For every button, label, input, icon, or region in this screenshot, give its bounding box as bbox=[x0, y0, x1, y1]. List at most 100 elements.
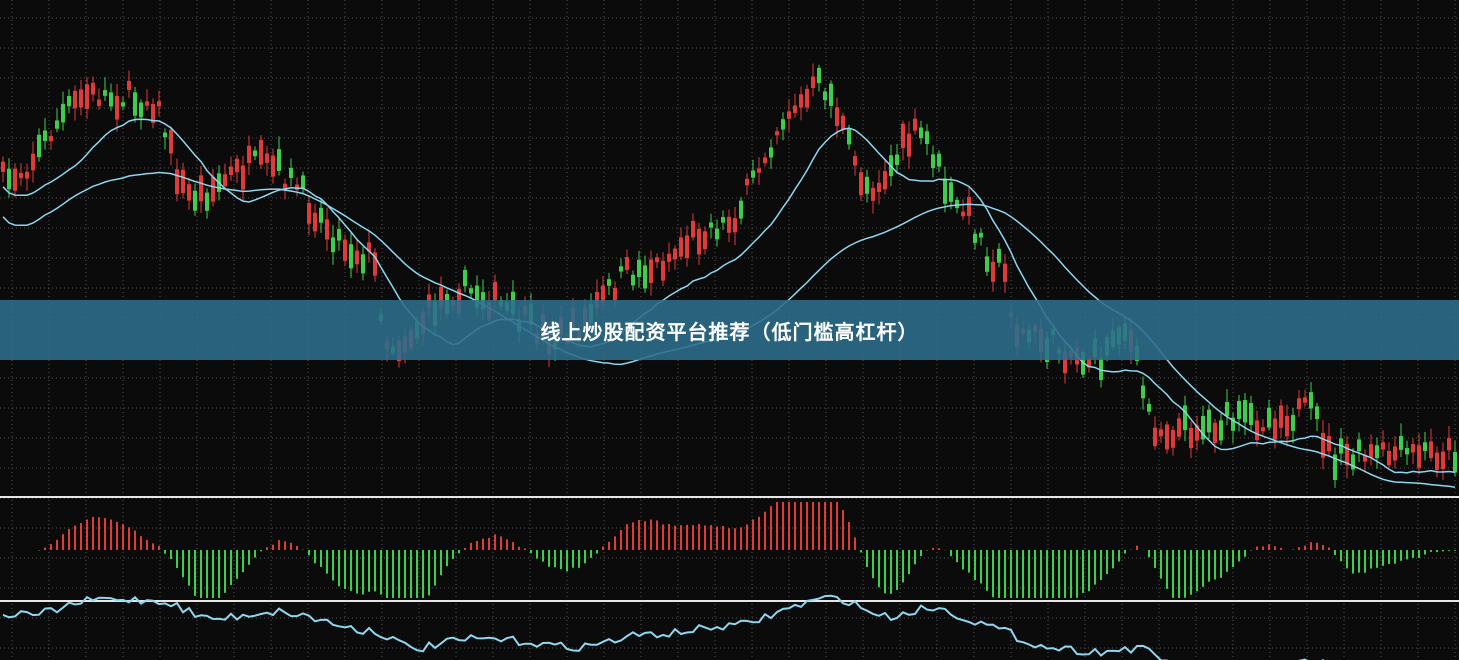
candle-body bbox=[1183, 405, 1187, 431]
candle-body bbox=[355, 250, 359, 265]
candle-body bbox=[871, 187, 875, 201]
candle-body bbox=[133, 92, 137, 116]
candle-body bbox=[1363, 454, 1367, 462]
candle-body bbox=[289, 167, 293, 178]
candle-body bbox=[799, 94, 803, 108]
candle-body bbox=[325, 219, 329, 240]
candle-body bbox=[271, 155, 275, 177]
candle-body bbox=[1243, 400, 1247, 423]
candle-body bbox=[205, 192, 209, 211]
candle-body bbox=[757, 168, 761, 173]
candle-body bbox=[739, 200, 743, 219]
candle-body bbox=[901, 123, 905, 149]
candle-body bbox=[361, 254, 365, 274]
candle-body bbox=[949, 182, 953, 202]
candle-body bbox=[1003, 263, 1007, 282]
candle-body bbox=[1441, 451, 1445, 469]
candle-body bbox=[43, 130, 47, 141]
candle-body bbox=[199, 175, 203, 202]
candle-body bbox=[37, 134, 41, 158]
candle-body bbox=[961, 211, 965, 217]
candle-body bbox=[1321, 432, 1325, 458]
candle-body bbox=[13, 168, 17, 191]
candle-body bbox=[175, 169, 179, 195]
candle-body bbox=[1387, 450, 1391, 466]
candle-body bbox=[1273, 418, 1277, 440]
candle-body bbox=[1351, 454, 1355, 470]
candle-body bbox=[31, 153, 35, 171]
candle-body bbox=[625, 257, 629, 270]
candle-body bbox=[307, 202, 311, 224]
candle-body bbox=[655, 257, 659, 263]
candle-body bbox=[241, 165, 245, 190]
candle-body bbox=[1393, 446, 1397, 461]
candle-body bbox=[1399, 436, 1403, 450]
candle-body bbox=[1141, 385, 1145, 399]
candle-body bbox=[973, 233, 977, 244]
candle-body bbox=[7, 168, 11, 190]
candle-body bbox=[193, 190, 197, 211]
candle-body bbox=[235, 158, 239, 173]
candle-body bbox=[1255, 420, 1259, 441]
candle-body bbox=[85, 84, 89, 109]
candle-body bbox=[727, 216, 731, 233]
candle-body bbox=[1189, 427, 1193, 449]
candle-body bbox=[73, 90, 77, 109]
candle-body bbox=[97, 99, 101, 106]
candle-body bbox=[19, 172, 23, 179]
candle-body bbox=[835, 107, 839, 126]
candle-body bbox=[745, 178, 749, 186]
candle-body bbox=[937, 153, 941, 167]
candle-body bbox=[1147, 403, 1151, 412]
candle-body bbox=[859, 172, 863, 196]
candle-body bbox=[643, 265, 647, 289]
candle-body bbox=[703, 231, 707, 250]
candle-body bbox=[805, 88, 809, 108]
candle-body bbox=[601, 285, 605, 303]
candle-body bbox=[1207, 409, 1211, 433]
candle-body bbox=[667, 253, 671, 262]
candle-body bbox=[253, 150, 257, 157]
candle-body bbox=[139, 102, 143, 118]
candle-body bbox=[793, 105, 797, 113]
candle-body bbox=[463, 269, 467, 287]
candle-body bbox=[751, 170, 755, 178]
candle-body bbox=[277, 149, 281, 171]
candle-body bbox=[823, 91, 827, 101]
candle-body bbox=[841, 115, 845, 131]
candle-body bbox=[1267, 407, 1271, 428]
candle-body bbox=[1447, 438, 1451, 451]
candle-body bbox=[1171, 430, 1175, 448]
candle-body bbox=[349, 244, 353, 269]
candle-body bbox=[1381, 442, 1385, 450]
moving-average-line bbox=[2, 118, 1456, 474]
candle-body bbox=[145, 101, 149, 106]
candle-body bbox=[1099, 357, 1103, 381]
candle-body bbox=[67, 95, 71, 107]
candle-body bbox=[55, 120, 59, 129]
candle-body bbox=[187, 184, 191, 201]
candle-body bbox=[103, 90, 107, 96]
candle-body bbox=[1357, 439, 1361, 452]
candle-body bbox=[715, 228, 719, 240]
candle-body bbox=[1213, 422, 1217, 444]
candle-body bbox=[79, 89, 83, 108]
candle-body bbox=[493, 281, 497, 301]
candle-body bbox=[733, 218, 737, 233]
candle-body bbox=[1291, 415, 1295, 431]
oscillator bbox=[2, 594, 1325, 660]
candle-body bbox=[979, 232, 983, 238]
candle-body bbox=[613, 287, 617, 301]
candle-body bbox=[169, 129, 173, 154]
candle-body bbox=[1405, 448, 1409, 455]
candle-body bbox=[1219, 420, 1223, 441]
candle-body bbox=[661, 260, 665, 281]
candle-body bbox=[1231, 417, 1235, 431]
candle-body bbox=[955, 199, 959, 209]
candle-body bbox=[919, 127, 923, 139]
candle-body bbox=[1429, 441, 1433, 458]
candle-body bbox=[1303, 397, 1307, 403]
candle-body bbox=[1435, 452, 1439, 471]
candle-body bbox=[595, 291, 599, 309]
